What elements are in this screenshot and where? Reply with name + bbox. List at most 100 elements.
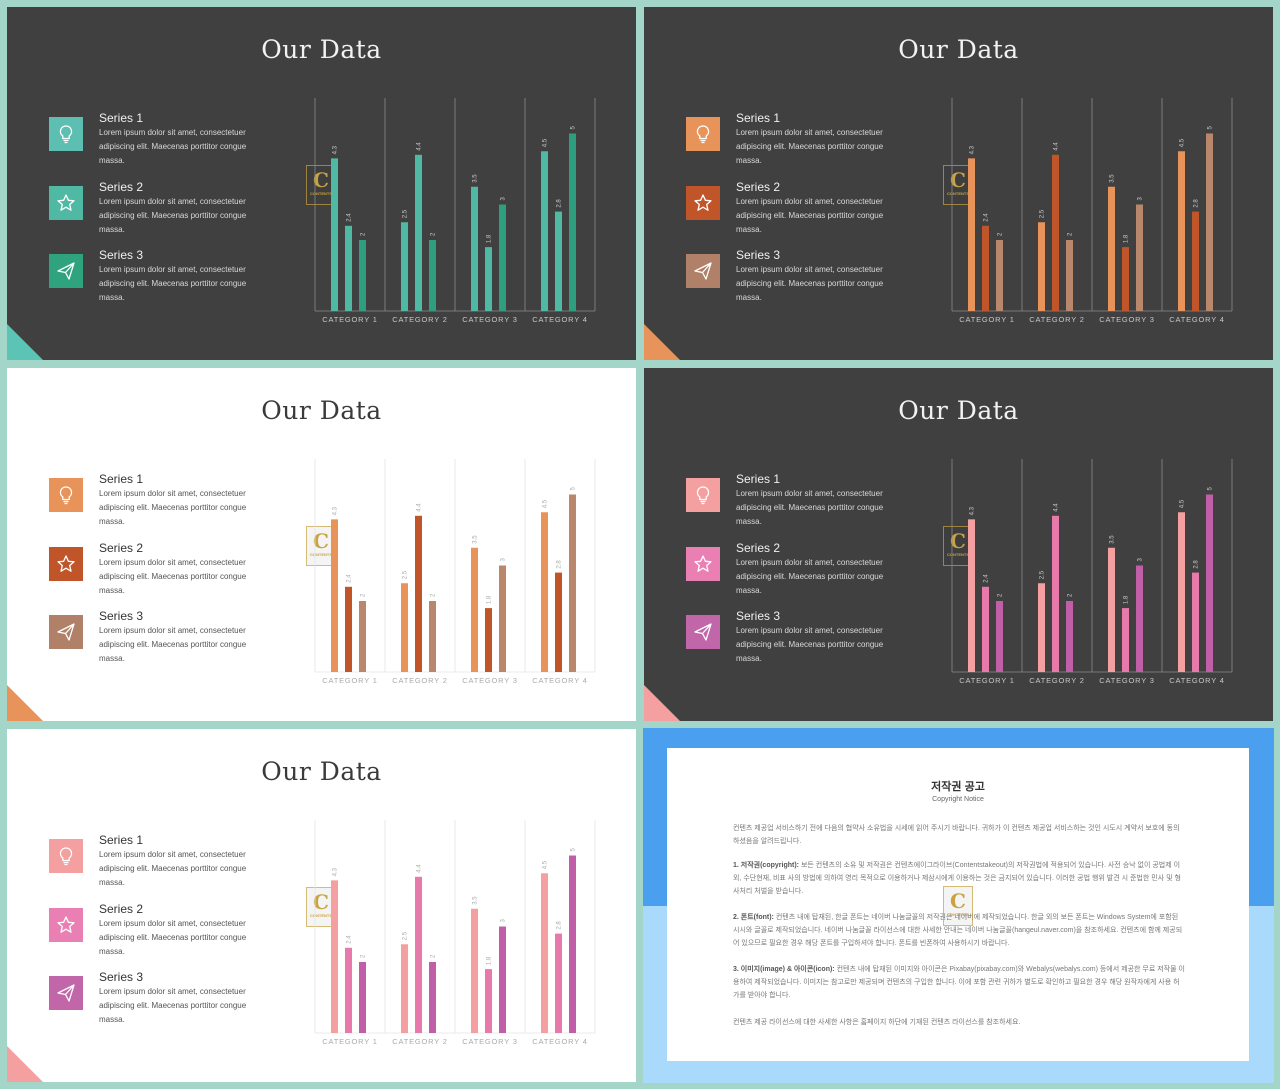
- category-label: CATEGORY 1: [322, 676, 378, 685]
- series-description: Lorem ipsum dolor sit amet, consectetuer…: [736, 265, 884, 302]
- watermark-text: CONTENTS: [310, 191, 332, 196]
- data-label: 1.8: [487, 234, 493, 243]
- bar: [429, 962, 436, 1033]
- notice-paragraph-text: 컨텐츠 내에 탑재된, 한글 폰트는 네이버 나눔글꼴의 저작권은 네이버에 제…: [733, 914, 1183, 947]
- data-label: 5: [1208, 126, 1214, 130]
- bar-chart: 4.3 2.4 2 CATEGORY 1 2.5 4.4 2 CATEGORY 2 3.5 1.8…: [951, 459, 1233, 685]
- bar: [471, 547, 478, 672]
- corner-triangle: [7, 685, 43, 721]
- bar-chart: 4.3 2.4 2 CATEGORY 1 2.5 4.4 2 CATEGORY 2 3.5 1.8…: [951, 98, 1233, 324]
- star-icon: [49, 547, 83, 581]
- series-description: Lorem ipsum dolor sit amet, consectetuer…: [736, 489, 884, 526]
- series-name: Series 3: [99, 970, 144, 984]
- watermark-text: CONTENTS: [310, 913, 332, 918]
- legend-item: Series 3 Lorem ipsum dolor sit amet, cons…: [49, 970, 269, 1036]
- data-label: 2.4: [347, 935, 353, 944]
- lightbulb-icon: [49, 117, 83, 151]
- legend-item: Series 1 Lorem ipsum dolor sit amet, cons…: [686, 472, 906, 538]
- data-label: 2.4: [347, 213, 353, 222]
- legend-item: Series 1 Lorem ipsum dolor sit amet, cons…: [686, 111, 906, 177]
- series-name: Series 2: [99, 180, 144, 194]
- series-name: Series 1: [99, 833, 144, 847]
- series-description: Lorem ipsum dolor sit amet, consectetuer…: [99, 626, 247, 663]
- series-name: Series 2: [736, 180, 781, 194]
- slide-5[interactable]: Our Data Series 1 Lorem ipsum dolor sit a…: [7, 729, 636, 1082]
- data-label: 2: [1068, 593, 1074, 597]
- bar: [541, 873, 548, 1033]
- data-label: 4.3: [333, 506, 339, 515]
- watermark-logo: C CONTENTS: [943, 886, 973, 926]
- data-label: 5: [1208, 487, 1214, 491]
- notice-paragraph-head: 3. 이미지(image) & 아이콘(icon):: [733, 966, 837, 973]
- data-label: 2.5: [1040, 209, 1046, 218]
- data-label: 2.5: [403, 931, 409, 940]
- notice-paragraph-head: 1. 저작권(copyright):: [733, 862, 801, 869]
- data-label: 4.5: [1180, 138, 1186, 147]
- bar: [345, 947, 352, 1033]
- legend-item: Series 3 Lorem ipsum dolor sit amet, cons…: [686, 609, 906, 675]
- bar: [1066, 601, 1073, 672]
- series-description: Lorem ipsum dolor sit amet, consectetuer…: [99, 489, 247, 526]
- slide-title: Our Data: [261, 396, 382, 425]
- bar: [555, 211, 562, 311]
- series-name: Series 1: [736, 472, 781, 486]
- legend-item: Series 2 Lorem ipsum dolor sit amet, cons…: [686, 541, 906, 607]
- bar: [429, 601, 436, 672]
- bar: [331, 519, 338, 672]
- data-label: 4.4: [417, 503, 423, 512]
- bar: [1192, 572, 1199, 672]
- corner-triangle: [7, 324, 43, 360]
- series-name: Series 3: [99, 248, 144, 262]
- data-label: 3: [1138, 558, 1144, 562]
- notice-title: 저작권 공고: [931, 781, 985, 793]
- legend-item: Series 2 Lorem ipsum dolor sit amet, cons…: [686, 180, 906, 246]
- bar: [345, 225, 352, 311]
- series-name: Series 1: [99, 111, 144, 125]
- slide-4[interactable]: Our Data Series 1 Lorem ipsum dolor sit a…: [644, 368, 1273, 721]
- data-label: 2.5: [403, 570, 409, 579]
- bar: [569, 133, 576, 311]
- bar-chart: 4.3 2.4 2 CATEGORY 1 2.5 4.4 2 CATEGORY 2 3.5 1.8…: [314, 98, 596, 324]
- data-label: 2: [431, 232, 437, 236]
- data-label: 5: [571, 487, 577, 491]
- notice-paper: 저작권 공고 Copyright Notice 컨텐츠 제공업 서비스하기 전에…: [667, 748, 1249, 1061]
- bar: [541, 151, 548, 311]
- legend-item: Series 2 Lorem ipsum dolor sit amet, cons…: [49, 541, 269, 607]
- notice-paragraph: 컨텐츠 제공업 서비스하기 전에 다음의 협약사 소유법을 시세에 읽어 주시기…: [733, 822, 1185, 848]
- bar: [1178, 151, 1185, 311]
- bar: [968, 158, 975, 311]
- category-label: CATEGORY 3: [462, 676, 518, 685]
- watermark-letter: C: [950, 889, 966, 913]
- paper-plane-icon: [49, 976, 83, 1010]
- slide-1[interactable]: Our Data Series 1 Lorem ipsum dolor sit a…: [7, 7, 636, 360]
- bar: [471, 908, 478, 1033]
- slide-title: Our Data: [261, 757, 382, 786]
- watermark-text: CONTENTS: [947, 191, 969, 196]
- data-label: 4.3: [333, 145, 339, 154]
- data-label: 2: [998, 593, 1004, 597]
- notice-paragraph-text: 보든 컨텐츠의 소유 및 저작권은 컨텐츠에이그라이브(Contentstake…: [733, 862, 1181, 895]
- bar: [1108, 547, 1115, 672]
- bar-chart: 4.3 2.4 2 CATEGORY 1 2.5 4.4 2 CATEGORY 2 3.5 1.8…: [314, 459, 596, 685]
- category-label: CATEGORY 4: [1169, 676, 1225, 685]
- notice-paragraph-text: 컨텐츠 제공 라이선스에 대한 사세한 사항은 홈페이지 하단에 기재된 컨텐츠…: [733, 1019, 1021, 1026]
- category-label: CATEGORY 1: [322, 1037, 378, 1046]
- category-label: CATEGORY 2: [1029, 676, 1085, 685]
- bar: [1122, 608, 1129, 672]
- slide-3[interactable]: Our Data Series 1 Lorem ipsum dolor sit a…: [7, 368, 636, 721]
- bar: [485, 969, 492, 1033]
- data-label: 4.4: [1054, 142, 1060, 151]
- notice-paragraph: 2. 폰트(font): 컨텐츠 내에 탑재된, 한글 폰트는 네이버 나눔글꼴…: [733, 911, 1185, 950]
- category-label: CATEGORY 4: [532, 676, 588, 685]
- copyright-notice-slide[interactable]: 저작권 공고 Copyright Notice 컨텐츠 제공업 서비스하기 전에…: [643, 728, 1274, 1083]
- bar: [1178, 512, 1185, 672]
- bar: [1136, 565, 1143, 672]
- notice-paragraph: 1. 저작권(copyright): 보든 컨텐츠의 소유 및 저작권은 컨텐츠…: [733, 859, 1185, 898]
- slide-2[interactable]: Our Data Series 1 Lorem ipsum dolor sit a…: [644, 7, 1273, 360]
- data-label: 2: [1068, 232, 1074, 236]
- series-description: Lorem ipsum dolor sit amet, consectetuer…: [99, 197, 247, 234]
- data-label: 3.5: [1110, 535, 1116, 544]
- legend-item: Series 2 Lorem ipsum dolor sit amet, cons…: [49, 902, 269, 968]
- lightbulb-icon: [686, 478, 720, 512]
- paper-plane-icon: [686, 615, 720, 649]
